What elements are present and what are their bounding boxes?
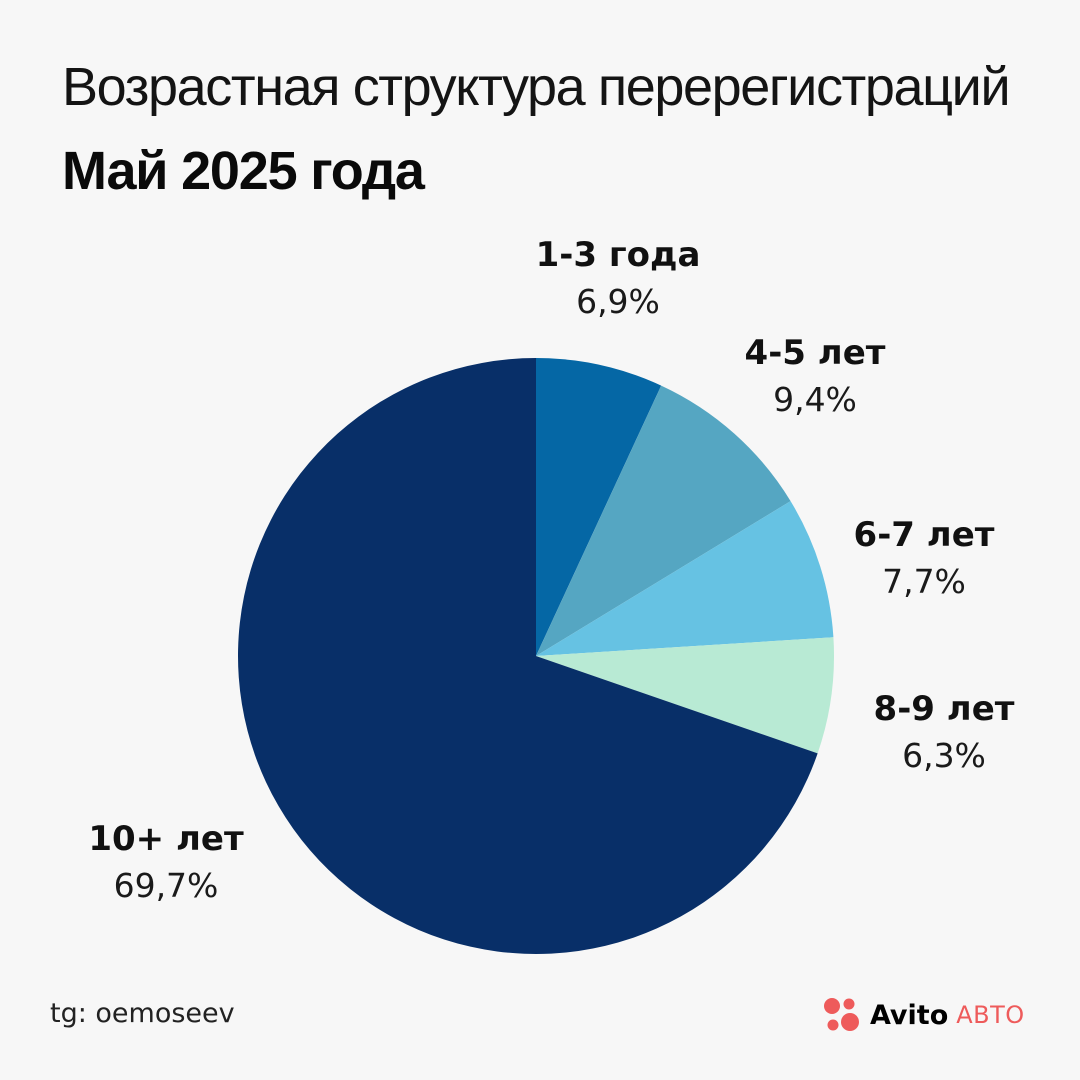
slice-label-1-3: 1-3 года 6,9% <box>536 232 701 326</box>
slice-value: 6,9% <box>576 282 660 321</box>
source-credit: tg: oemoseev <box>50 998 235 1029</box>
avito-dots-icon <box>824 998 859 1031</box>
chart-title: Возрастная структура перерегистраций <box>62 57 1011 117</box>
slice-label-8-9: 8-9 лет 6,3% <box>874 686 1015 780</box>
slice-label-6-7: 6-7 лет 7,7% <box>854 512 995 606</box>
slice-value: 7,7% <box>882 562 966 601</box>
slice-label-4-5: 4-5 лет 9,4% <box>745 330 886 424</box>
avito-logo: Avito АВТО <box>822 994 1025 1036</box>
slice-name: 10+ лет <box>88 819 244 859</box>
slice-name: 6-7 лет <box>853 515 995 555</box>
pie-slice-0 <box>536 358 662 656</box>
brand-name: Avito <box>870 999 949 1031</box>
slice-value: 6,3% <box>902 736 986 775</box>
pie-slice-4 <box>238 358 818 954</box>
slice-name: 1-3 года <box>535 235 701 275</box>
slice-label-10-plus: 10+ лет 69,7% <box>88 816 243 910</box>
slice-name: 8-9 лет <box>873 689 1015 729</box>
slice-value: 69,7% <box>113 866 219 905</box>
slice-name: 4-5 лет <box>744 333 886 373</box>
slice-value: 9,4% <box>773 380 857 419</box>
pie-slice-2 <box>536 501 834 656</box>
brand-sub: АВТО <box>956 1001 1025 1029</box>
pie-slice-3 <box>536 637 834 754</box>
pie-slice-1 <box>536 385 791 656</box>
chart-subtitle: Май 2025 года <box>62 141 425 201</box>
